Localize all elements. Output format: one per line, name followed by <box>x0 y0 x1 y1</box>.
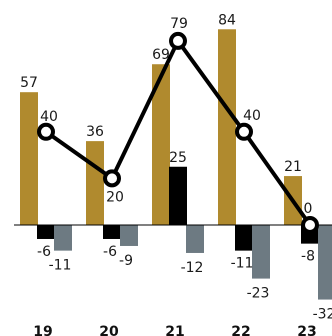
bar-s3-19 <box>54 225 72 251</box>
label-s1-20: 36 <box>86 124 104 140</box>
label-s1-21: 69 <box>152 47 170 63</box>
label-line-20: 20 <box>106 189 124 205</box>
trend-point-20 <box>103 169 121 188</box>
x-tick-20: 20 <box>99 324 119 336</box>
x-tick-19: 19 <box>33 324 52 336</box>
bar-s2-20 <box>103 225 121 239</box>
label-s3-19: -11 <box>49 258 72 274</box>
label-line-22: 40 <box>243 108 261 124</box>
label-s2-20: -6 <box>103 244 117 260</box>
bar-s3-23 <box>318 225 332 300</box>
line-layer <box>37 31 319 234</box>
bar-s1-19 <box>20 92 38 225</box>
label-s1-23: 21 <box>284 159 302 175</box>
label-line-23: 0 <box>304 201 313 217</box>
trend-point-21 <box>169 31 187 50</box>
trend-point-19 <box>37 122 55 141</box>
bar-s3-22 <box>252 225 270 279</box>
bar-s2-21 <box>169 166 187 225</box>
trend-point-23 <box>301 216 319 234</box>
label-s3-20: -9 <box>119 253 133 269</box>
label-s2-21: 25 <box>169 150 187 166</box>
x-tick-23: 23 <box>297 324 316 336</box>
label-line-19: 40 <box>40 109 58 125</box>
bar-s1-22 <box>218 29 236 226</box>
x-tick-21: 21 <box>165 324 184 336</box>
label-s2-19: -6 <box>37 244 51 260</box>
bars-layer <box>20 29 332 300</box>
x-axis-ticks: 19 20 21 22 23 <box>33 324 316 336</box>
label-s3-21: -12 <box>181 260 204 276</box>
label-s3-23: -32 <box>313 307 332 323</box>
label-s3-22: -23 <box>247 286 270 302</box>
label-line-21: 79 <box>170 16 188 32</box>
bar-s1-21 <box>152 64 170 225</box>
bar-s3-20 <box>120 225 138 246</box>
label-s1-19: 57 <box>20 75 38 91</box>
x-tick-22: 22 <box>231 324 250 336</box>
trend-point-22 <box>235 122 253 141</box>
label-s2-23: -8 <box>301 249 315 265</box>
bar-s2-22 <box>235 225 253 251</box>
bar-s3-21 <box>186 225 204 253</box>
bar-s2-19 <box>37 225 55 239</box>
label-s2-22: -11 <box>231 256 254 272</box>
label-s1-22: 84 <box>218 12 236 28</box>
bar-s1-20 <box>86 141 104 225</box>
